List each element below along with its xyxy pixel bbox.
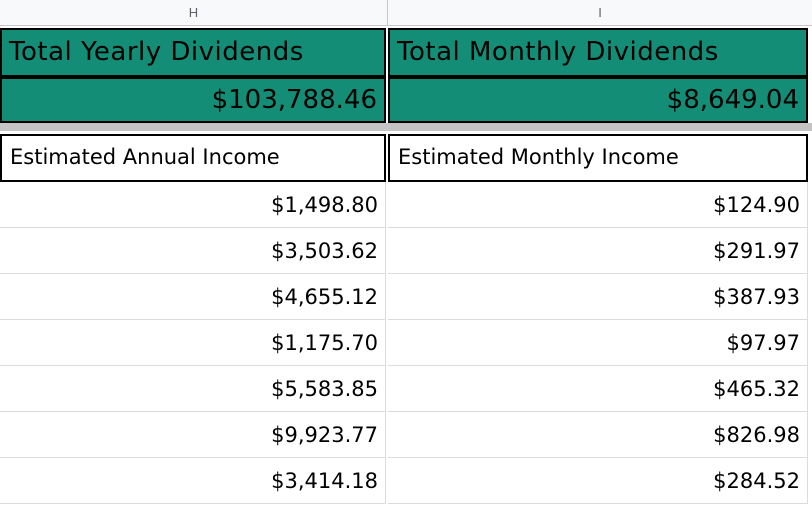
- column-header-h[interactable]: H: [0, 0, 388, 26]
- monthly-income-cell[interactable]: $97.97: [388, 320, 808, 366]
- estimated-annual-income-header[interactable]: Estimated Annual Income: [0, 134, 386, 182]
- annual-income-cell[interactable]: $3,414.18: [0, 458, 386, 504]
- monthly-income-cell[interactable]: $124.90: [388, 182, 808, 228]
- annual-income-cell[interactable]: $1,498.80: [0, 182, 386, 228]
- annual-income-cell[interactable]: $4,655.12: [0, 274, 386, 320]
- monthly-income-cell[interactable]: $826.98: [388, 412, 808, 458]
- monthly-income-cell[interactable]: $465.32: [388, 366, 808, 412]
- total-monthly-dividends-value[interactable]: $8,649.04: [388, 77, 808, 123]
- annual-income-cell[interactable]: $5,583.85: [0, 366, 386, 412]
- frozen-rows-divider[interactable]: [0, 123, 812, 131]
- estimated-monthly-income-header[interactable]: Estimated Monthly Income: [388, 134, 808, 182]
- column-header-bar: H I: [0, 0, 812, 26]
- monthly-income-cell[interactable]: $387.93: [388, 274, 808, 320]
- total-yearly-dividends-value[interactable]: $103,788.46: [0, 77, 386, 123]
- total-monthly-dividends-label[interactable]: Total Monthly Dividends: [388, 28, 808, 77]
- annual-income-cell[interactable]: $9,923.77: [0, 412, 386, 458]
- monthly-income-cell[interactable]: $291.97: [388, 228, 808, 274]
- total-yearly-dividends-label[interactable]: Total Yearly Dividends: [0, 28, 386, 77]
- annual-income-cell[interactable]: $3,503.62: [0, 228, 386, 274]
- monthly-income-cell[interactable]: $284.52: [388, 458, 808, 504]
- column-header-i[interactable]: I: [598, 5, 602, 20]
- spreadsheet-grid: Total Yearly Dividends Total Monthly Div…: [0, 26, 812, 509]
- annual-income-cell[interactable]: $1,175.70: [0, 320, 386, 366]
